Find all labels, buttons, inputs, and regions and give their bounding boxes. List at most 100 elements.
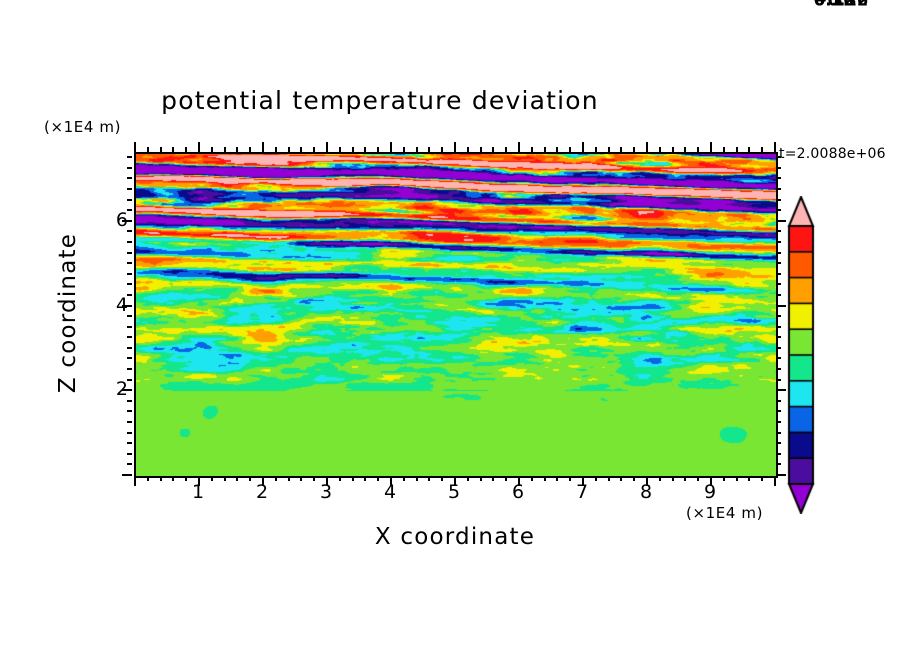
y-minor-tick-right <box>776 209 781 212</box>
y-minor-tick <box>127 198 132 201</box>
x-minor-tick-top <box>633 147 636 152</box>
x-minor-tick-top <box>377 147 380 152</box>
y-minor-tick <box>127 177 132 180</box>
y-major-tick <box>122 304 132 307</box>
x-minor-tick-top <box>146 147 149 152</box>
x-minor-tick <box>722 476 725 481</box>
x-minor-tick-top <box>492 147 495 152</box>
y-tick-label-4: 4 <box>100 294 128 316</box>
x-minor-tick <box>569 476 572 481</box>
y-minor-tick-right <box>776 357 781 360</box>
y-minor-tick <box>127 251 132 254</box>
x-major-tick-top <box>134 142 136 152</box>
time-annotation: t=2.0088e+06 <box>779 146 886 162</box>
x-minor-tick <box>594 476 597 481</box>
y-minor-tick <box>127 240 132 243</box>
y-minor-tick-right <box>776 431 781 434</box>
y-minor-tick-right <box>776 315 781 318</box>
x-minor-tick <box>300 476 303 481</box>
x-minor-tick-top <box>620 147 623 152</box>
x-major-tick <box>454 476 456 486</box>
x-minor-tick <box>338 476 341 481</box>
x-minor-tick-top <box>530 147 533 152</box>
x-minor-tick <box>249 476 252 481</box>
y-minor-tick <box>127 315 132 318</box>
x-minor-tick <box>684 476 687 481</box>
x-minor-tick-top <box>748 147 751 152</box>
y-minor-tick-right <box>776 262 781 265</box>
x-minor-tick-top <box>159 147 162 152</box>
x-major-tick-top <box>518 142 520 152</box>
y-minor-tick <box>127 336 132 339</box>
x-major-tick-top <box>710 142 712 152</box>
x-minor-tick <box>351 476 354 481</box>
x-minor-tick-top <box>364 147 367 152</box>
x-minor-tick <box>236 476 239 481</box>
x-minor-tick <box>658 476 661 481</box>
y-major-tick-right <box>776 389 786 392</box>
y-minor-tick <box>127 378 132 381</box>
x-minor-tick <box>210 476 213 481</box>
y-minor-tick <box>127 209 132 212</box>
y-minor-tick-right <box>776 283 781 286</box>
x-major-tick-top <box>774 142 776 152</box>
y-minor-tick <box>127 272 132 275</box>
y-minor-tick-right <box>776 346 781 349</box>
y-major-tick-right <box>776 219 786 222</box>
x-minor-tick-top <box>697 147 700 152</box>
x-minor-tick <box>146 476 149 481</box>
y-minor-tick <box>127 166 132 169</box>
colorbar-tick-label-2: 0 <box>814 0 826 10</box>
x-minor-tick-top <box>556 147 559 152</box>
x-major-tick-top <box>390 142 392 152</box>
x-major-tick <box>198 476 200 486</box>
x-minor-tick-top <box>543 147 546 152</box>
x-minor-tick <box>671 476 674 481</box>
x-minor-tick <box>159 476 162 481</box>
x-minor-tick-top <box>722 147 725 152</box>
y-major-tick <box>122 219 132 222</box>
x-minor-tick <box>607 476 610 481</box>
x-minor-tick-top <box>594 147 597 152</box>
y-minor-tick-right <box>776 421 781 424</box>
y-minor-tick-right <box>776 230 781 233</box>
x-minor-tick <box>633 476 636 481</box>
x-minor-tick-top <box>441 147 444 152</box>
x-minor-tick <box>748 476 751 481</box>
x-minor-tick-top <box>569 147 572 152</box>
x-major-tick <box>134 476 136 486</box>
x-minor-tick <box>735 476 738 481</box>
y-minor-tick-right <box>776 188 781 190</box>
plot-area <box>134 152 778 478</box>
x-major-tick <box>710 476 712 486</box>
y-minor-tick-right <box>776 442 781 445</box>
x-minor-tick-top <box>415 147 418 152</box>
y-minor-tick-right <box>776 325 781 328</box>
y-minor-tick-right <box>776 293 781 296</box>
y-minor-tick <box>127 293 132 296</box>
x-minor-tick-top <box>313 147 316 152</box>
y-minor-tick <box>127 357 132 360</box>
x-major-tick <box>582 476 584 486</box>
y-minor-tick-right <box>776 156 781 159</box>
x-tick-label-2: 2 <box>255 481 269 503</box>
y-minor-tick <box>127 283 132 286</box>
y-axis-tick-labels: 2 4 6 <box>92 0 128 654</box>
x-minor-tick <box>287 476 290 481</box>
x-major-tick <box>774 476 776 486</box>
x-minor-tick-top <box>274 147 277 152</box>
y-axis-units-label: (×1E4 m) <box>44 118 122 136</box>
y-minor-tick-right <box>776 378 781 381</box>
x-minor-tick-top <box>172 147 175 152</box>
x-minor-tick-top <box>300 147 303 152</box>
x-minor-tick-top <box>761 147 764 152</box>
x-minor-tick <box>543 476 546 481</box>
y-minor-tick <box>127 346 132 349</box>
x-minor-tick-top <box>466 147 469 152</box>
x-minor-tick <box>172 476 175 481</box>
x-minor-tick-top <box>684 147 687 152</box>
x-tick-label-7: 7 <box>575 481 589 503</box>
x-minor-tick-top <box>658 147 661 152</box>
x-tick-label-3: 3 <box>319 481 333 503</box>
y-major-tick <box>122 474 132 476</box>
